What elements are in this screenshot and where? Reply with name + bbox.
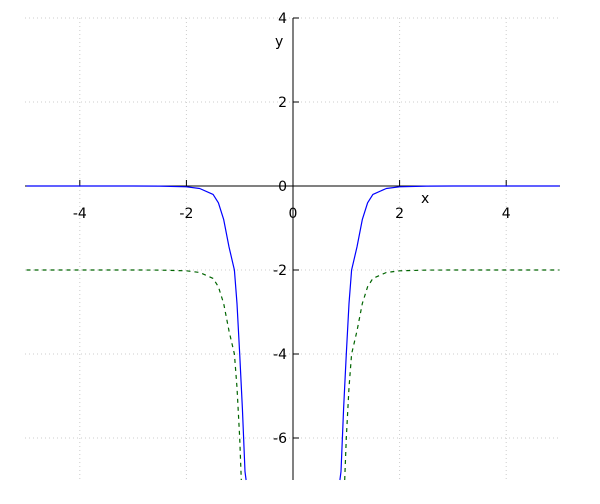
series-1-line-left (26, 185, 247, 481)
series-2-line-left (26, 269, 242, 481)
y-tick-label: -6 (273, 431, 287, 447)
y-tick-label: -2 (273, 263, 287, 279)
y-tick-label: 4 (278, 11, 287, 27)
y-tick-label: 2 (278, 95, 287, 111)
series-2-line-right (344, 269, 560, 481)
y-tick-label: 0 (278, 179, 287, 195)
x-tick-label: 0 (289, 206, 298, 222)
x-tick-label: 4 (502, 206, 511, 222)
x-axis-label: x (421, 191, 429, 207)
series-group (26, 185, 560, 481)
axes (25, 18, 560, 480)
ticks: -4 -2 0 2 4 -6 -4 -2 0 2 4 (73, 11, 511, 447)
series-1-line-right (339, 185, 560, 481)
y-tick-label: -4 (273, 347, 287, 363)
x-tick-label: -4 (73, 206, 87, 222)
x-tick-label: -2 (179, 206, 193, 222)
x-tick-label: 2 (395, 206, 404, 222)
y-axis-label: y (275, 34, 283, 50)
